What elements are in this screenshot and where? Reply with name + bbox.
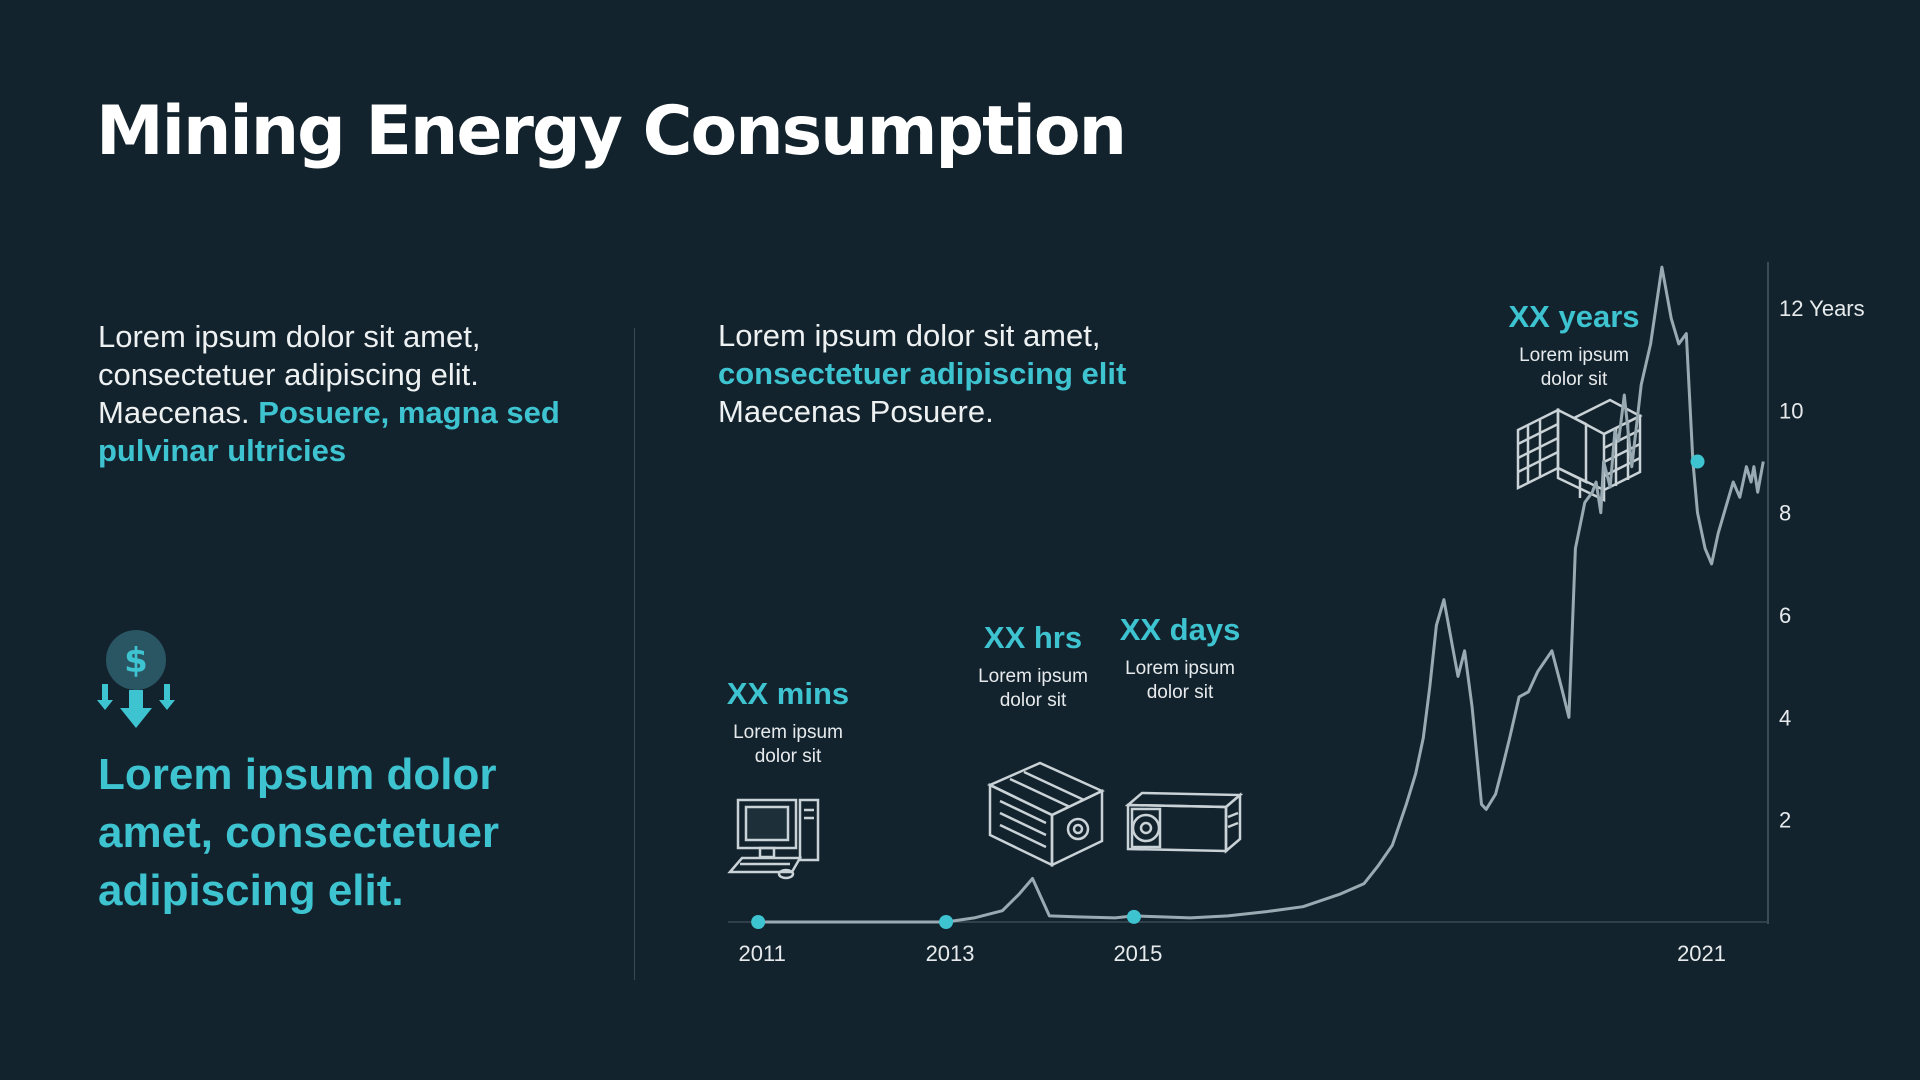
- x-tick-label: 2015: [1113, 941, 1162, 966]
- y-tick-label: 10: [1779, 398, 1803, 423]
- y-tick-label: 6: [1779, 603, 1791, 628]
- y-tick-label: 2: [1779, 808, 1791, 833]
- chart-description-line-3: Maecenas Posuere.: [718, 394, 994, 429]
- data-point-marker: [751, 915, 766, 929]
- chart-markers: XX mins Lorem ipsum dolor sit XX hrs Lorem i…: [727, 299, 1705, 929]
- key-statement: Lorem ipsum dolor amet, consectetuer adi…: [98, 750, 500, 915]
- section-divider: [634, 328, 635, 980]
- intro-paragraph: Lorem ipsum dolor sit amet, consectetuer…: [98, 318, 568, 470]
- marker-label-days: XX days: [1120, 612, 1241, 647]
- chart-axes: 2011 2013 2015 2021 2 4 6 8 10 12 Years: [728, 262, 1865, 966]
- asic-miner-icon: [1124, 791, 1244, 854]
- marker-sublabel: Lorem ipsum dolor sit: [1519, 345, 1629, 390]
- marker-label-hrs: XX hrs: [984, 620, 1082, 655]
- chart-description-accent: consectetuer adipiscing elit: [718, 356, 1127, 391]
- y-tick-label: 4: [1779, 705, 1791, 730]
- desktop-computer-icon: [727, 798, 820, 880]
- dollar-down-arrows-icon: $: [97, 630, 175, 728]
- y-tick-label: 12 Years: [1779, 296, 1865, 321]
- data-point-marker: [939, 915, 954, 929]
- intro-text: Lorem ipsum dolor sit amet, consectetuer…: [98, 319, 481, 430]
- x-tick-label: 2021: [1677, 941, 1726, 966]
- gpu-mining-rig-icon: [987, 761, 1105, 867]
- x-tick-label: 2011: [739, 941, 786, 966]
- chart-description-line-1: Lorem ipsum dolor sit amet,: [718, 318, 1101, 353]
- marker-sublabel: Lorem ipsum dolor sit: [1125, 658, 1235, 703]
- marker-sublabel: Lorem ipsum dolor sit: [978, 666, 1088, 711]
- x-tick-label: 2013: [926, 941, 975, 966]
- data-point-marker: [1690, 454, 1705, 469]
- marker-label-years: XX years: [1509, 299, 1640, 334]
- intro-accent-text: Posuere, magna sed pulvinar ultricies: [98, 395, 560, 468]
- marker-sublabel: Lorem ipsum dolor sit: [733, 722, 843, 767]
- marker-label-mins: XX mins: [727, 676, 849, 711]
- page-title: Mining Energy Consumption: [96, 92, 1127, 171]
- chart-description: Lorem ipsum dolor sit amet, consectetuer…: [718, 317, 1278, 431]
- svg-text:$: $: [124, 641, 148, 681]
- y-tick-label: 8: [1779, 501, 1791, 526]
- data-point-marker: [1126, 909, 1141, 924]
